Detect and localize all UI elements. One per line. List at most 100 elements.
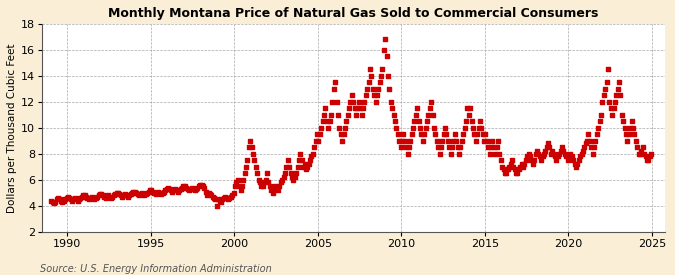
Point [346,93,357,98]
Point [234,184,244,189]
Point [159,189,169,194]
Point [366,74,377,78]
Point [78,193,88,198]
Point [292,165,303,169]
Point [110,192,121,196]
Point [530,152,541,156]
Point [55,199,66,203]
Point [298,165,308,169]
Point [536,158,547,163]
Point [61,196,72,200]
Point [356,113,367,117]
Point [274,184,285,189]
Point [316,126,327,130]
Point [612,87,623,91]
Point [608,106,619,111]
Point [101,195,112,199]
Point [273,188,284,192]
Point [148,191,159,195]
Point [427,113,438,117]
Point [597,100,608,104]
Point [254,180,265,185]
Point [115,193,126,198]
Point [95,192,105,196]
Point [114,192,125,196]
Point [236,184,247,189]
Point [551,158,562,163]
Point [58,199,69,203]
Point [476,126,487,130]
Point [142,191,153,195]
Point [583,132,594,137]
Point [634,152,645,156]
Point [506,158,517,163]
Point [349,106,360,111]
Point [519,162,530,166]
Point [299,162,310,166]
Point [505,162,516,166]
Point [152,191,163,195]
Point [564,154,574,159]
Point [219,196,230,200]
Point [122,195,133,199]
Point [282,158,293,163]
Point [207,195,218,199]
Point [364,67,375,72]
Point [590,139,601,143]
Point [556,149,566,153]
Point [220,195,231,199]
Point [548,152,559,156]
Point [238,178,248,182]
Point [230,184,240,189]
Point [491,145,502,150]
Point [446,152,456,156]
Point [242,158,253,163]
Point [469,132,480,137]
Point [433,145,443,150]
Point [223,197,234,202]
Point [391,126,402,130]
Point [552,154,563,159]
Point [508,165,518,169]
Point [231,180,242,185]
Point [92,195,103,199]
Point [601,80,612,85]
Point [451,139,462,143]
Point [376,74,387,78]
Point [291,171,302,175]
Point [398,132,409,137]
Point [228,191,239,195]
Point [510,167,520,172]
Point [362,87,373,91]
Point [409,119,420,123]
Point [385,100,396,104]
Point [277,178,288,182]
Point [377,67,388,72]
Point [594,119,605,123]
Point [547,149,558,153]
Point [620,132,631,137]
Point [421,126,431,130]
Point [176,187,186,191]
Point [549,154,560,159]
Point [404,145,414,150]
Point [429,126,439,130]
Point [263,180,274,185]
Point [645,154,655,159]
Point [155,191,165,195]
Point [333,113,344,117]
Point [524,154,535,159]
Point [434,152,445,156]
Point [171,188,182,192]
Point [622,139,633,143]
Point [252,171,263,175]
Point [143,189,154,194]
Point [165,188,176,192]
Point [408,126,418,130]
Point [295,152,306,156]
Point [139,193,150,198]
Point [629,132,640,137]
Point [454,152,464,156]
Point [493,139,504,143]
Point [50,200,61,204]
